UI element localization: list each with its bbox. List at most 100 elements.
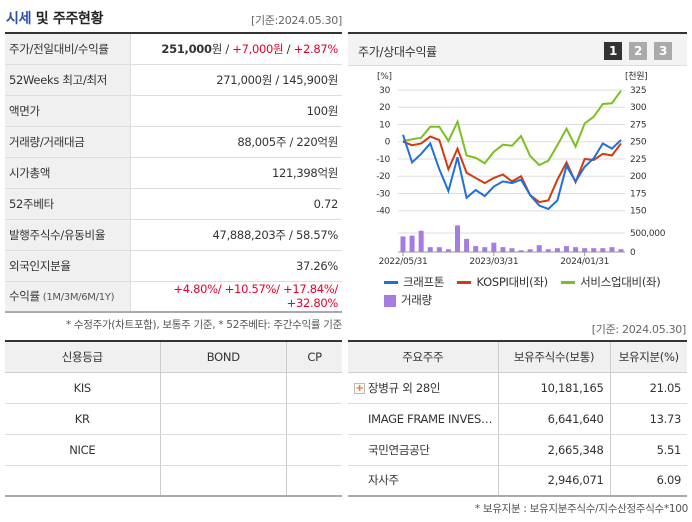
info-value: 88,005주 / 220억원 — [130, 126, 342, 158]
table-row: 자사주 2,946,071 6.09 — [348, 465, 687, 497]
info-value: +4.80%/ +10.57%/ +17.84%/ +32.80% — [130, 281, 342, 313]
table-cell — [286, 372, 342, 404]
table-row: 국민연금공단 2,665,348 5.51 — [348, 434, 687, 466]
table-cell — [286, 403, 342, 435]
holder-shares: 2,946,071 — [498, 465, 611, 497]
volume-bar — [527, 249, 533, 252]
right-tick-label: 250 — [630, 138, 647, 148]
left-tick-label: 0 — [385, 138, 391, 148]
volume-tick-label: 500,000 — [630, 229, 666, 239]
table-cell — [160, 403, 288, 435]
info-row: 52Weeks 최고/최저 271,000원 / 145,900원 — [5, 64, 342, 96]
table-row: + 장병규 외 28인 10,181,165 21.05 — [348, 372, 687, 404]
volume-bar — [482, 247, 488, 252]
legend-item: 거래량 — [384, 292, 661, 308]
left-axis-unit: [%] — [377, 72, 392, 82]
holder-name: + 장병규 외 28인 — [348, 372, 499, 404]
basis-date: [기준:2024.05.30] — [250, 14, 342, 27]
info-label: 외국인지분율 — [5, 250, 131, 282]
info-label: 발행주식수/유동비율 — [5, 219, 131, 251]
right-tick-label: 200 — [630, 172, 647, 182]
volume-bar — [573, 247, 579, 252]
holder-shares: 6,641,640 — [498, 403, 611, 435]
table-row: IMAGE FRAME INVES… 6,641,640 13.73 — [348, 403, 687, 435]
left-tick-label: 30 — [379, 86, 390, 96]
table-row: KIS — [5, 372, 342, 404]
volume-bar — [427, 247, 433, 252]
chart-page-2-button[interactable]: 2 — [629, 42, 647, 60]
volume-bar — [545, 249, 551, 252]
left-tick-label: -40 — [376, 207, 390, 217]
info-label: 시가총액 — [5, 157, 131, 189]
volume-tick-label: 0 — [630, 248, 636, 258]
price-info-table: 주가/전일대비/수익률 251,000원 / +7,000원 / +2.87% 52… — [5, 32, 342, 313]
info-value: 121,398억원 — [130, 157, 342, 189]
info-value: 271,000원 / 145,900원 — [130, 64, 342, 96]
column-header: 보유주식수(보통) — [498, 341, 611, 373]
info-label: 거래량/거래대금 — [5, 126, 131, 158]
legend-item: KOSPI대비(좌) — [457, 275, 548, 289]
info-value: 47,888,203주 / 58.57% — [130, 219, 342, 251]
volume-bar — [509, 248, 515, 252]
chart-page-3-button[interactable]: 3 — [654, 42, 672, 60]
series-line — [402, 90, 622, 167]
info-row: 52주베타 0.72 — [5, 188, 342, 220]
table-cell: KIS — [5, 372, 161, 404]
volume-bar — [582, 248, 588, 252]
right-tick-label: 325 — [630, 86, 646, 96]
info-value: 100원 — [130, 95, 342, 127]
info-label: 주가/전일대비/수익률 — [5, 33, 131, 65]
right-tick-label: 225 — [630, 155, 646, 165]
info-row: 주가/전일대비/수익률 251,000원 / +7,000원 / +2.87% — [5, 33, 342, 65]
holder-name: 국민연금공단 — [348, 434, 499, 466]
volume-bar — [618, 249, 624, 252]
right-tick-label: 275 — [630, 120, 646, 130]
table-cell — [286, 465, 342, 497]
info-row: 거래량/거래대금 88,005주 / 220억원 — [5, 126, 342, 158]
volume-bar — [609, 247, 615, 252]
volume-bar — [554, 248, 560, 252]
column-header: 보유지분(%) — [610, 341, 687, 373]
volume-bar — [455, 225, 460, 252]
holder-pct: 21.05 — [610, 372, 687, 404]
price-note: * 수정주가(차트포함), 보통주 기준, * 52주베타: 주간수익률 기준 — [65, 319, 342, 331]
table-row: NICE — [5, 434, 342, 466]
info-label: 52Weeks 최고/최저 — [5, 64, 131, 96]
volume-bar — [436, 247, 442, 252]
table-cell — [286, 434, 342, 466]
table-cell: NICE — [5, 434, 161, 466]
column-header: CP — [286, 341, 342, 373]
info-value: 0.72 — [130, 188, 342, 220]
info-row: 시가총액 121,398억원 — [5, 157, 342, 189]
volume-bar — [600, 248, 606, 252]
expand-plus-icon[interactable]: + — [354, 382, 365, 394]
credit-rating-table: 신용등급 BOND CP KIS KR NICE — [5, 340, 342, 497]
table-cell — [160, 372, 288, 404]
legend-item: 크래프톤 — [384, 275, 444, 289]
left-tick-label: 10 — [379, 120, 390, 130]
volume-bar — [491, 242, 497, 252]
volume-bar — [418, 230, 424, 252]
series-line — [402, 135, 622, 204]
info-row: 외국인지분율 37.26% — [5, 250, 342, 282]
table-cell — [5, 465, 161, 497]
volume-bar — [500, 247, 506, 252]
chart-title: 주가/상대수익률 — [358, 45, 437, 59]
column-header: BOND — [160, 341, 288, 373]
chart-page-1-button[interactable]: 1 — [604, 42, 622, 60]
left-tick-label: -20 — [376, 172, 390, 182]
info-label: 액면가 — [5, 95, 131, 127]
chart-legend: 크래프톤 KOSPI대비(좌) 서비스업대비(좌) 거래량 — [384, 274, 661, 308]
holder-shares: 10,181,165 — [498, 372, 611, 404]
relative-return-chart: [%] [천원] 30 325 20 300 10 275 0 250 -10 225 -20 200 -3… — [376, 71, 666, 267]
holder-pct: 13.73 — [610, 403, 687, 435]
holders-basis-date: [기준: 2024.05.30] — [591, 323, 687, 336]
info-value: 251,000원 / +7,000원 / +2.87% — [130, 33, 342, 65]
volume-bar — [591, 248, 597, 252]
volume-bar — [464, 238, 470, 252]
x-tick-label: 2024/01/31 — [560, 257, 609, 267]
series-line — [402, 134, 622, 211]
info-row: 수익률 (1M/3M/6M/1Y) +4.80%/ +10.57%/ +17.84… — [5, 281, 342, 313]
info-row: 발행주식수/유동비율 47,888,203주 / 58.57% — [5, 219, 342, 251]
holder-shares: 2,665,348 — [498, 434, 611, 466]
